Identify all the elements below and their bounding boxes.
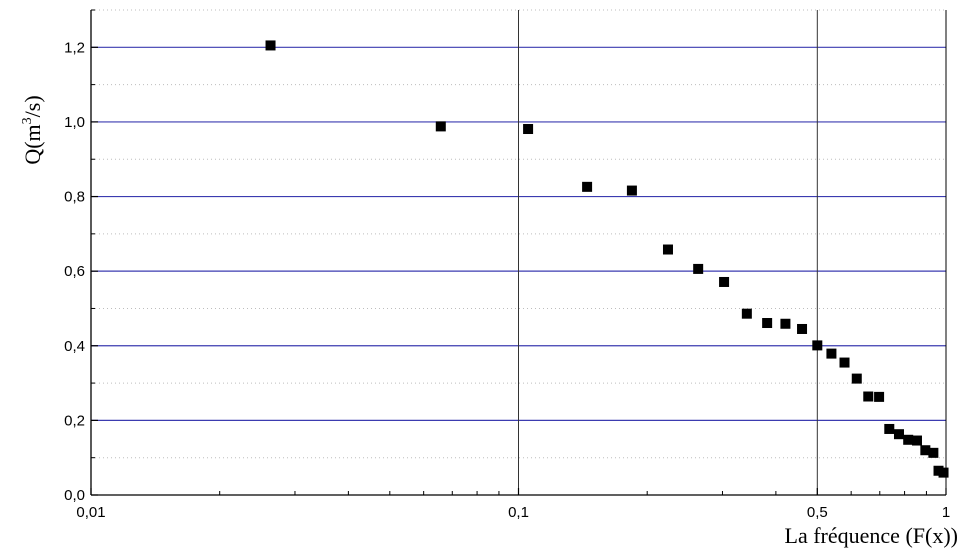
data-point [741,308,752,319]
data-point [626,185,637,196]
data-points [265,40,949,478]
y-axis-title-prefix: Q(m [20,124,45,164]
data-point [863,391,874,402]
y-axis-title-suffix: /s) [20,95,45,117]
data-point [928,447,939,458]
data-point [938,467,949,478]
axis-ticks [90,9,947,496]
data-point [762,318,773,329]
svg-text:Q(m3/s): Q(m3/s) [20,95,45,164]
data-point [911,435,922,446]
data-point [662,244,673,255]
y-tick-label: 1,2 [64,39,85,56]
data-point [812,340,823,351]
data-point [826,348,837,359]
data-point [884,423,895,434]
y-axis-title: Q(m3/s) [20,95,45,164]
data-point [523,124,534,135]
x-tick-label: 1 [942,504,950,521]
grid-layer [91,9,946,495]
y-axis-title-sup: 3 [20,117,35,124]
y-tick-label: 0,6 [64,263,85,280]
x-tick-label: 0,5 [807,504,828,521]
y-tick-label: 0,2 [64,412,85,429]
data-point [874,391,885,402]
data-point [435,121,446,132]
y-tick-label: 0,0 [64,487,85,504]
data-point [582,181,593,192]
data-point [920,445,931,456]
data-point [797,323,808,334]
x-axis-title: La fréquence (F(x)) [785,523,958,548]
data-point [903,434,914,445]
data-point [780,318,791,329]
data-point [851,373,862,384]
data-point [933,465,944,476]
data-point [839,357,850,368]
x-tick-label: 0,01 [76,504,105,521]
data-point [265,40,276,51]
data-point [719,276,730,287]
data-point [893,429,904,440]
data-point [693,263,704,274]
x-tick-label: 0,1 [508,504,529,521]
y-tick-label: 0,4 [64,338,85,355]
axis-labels: 0,0 0,2 0,4 0,6 0,8 1,0 1,2 0,01 0,1 0,5 1 [64,39,950,521]
y-tick-label: 0,8 [64,189,85,206]
y-tick-label: 1,0 [64,114,85,131]
